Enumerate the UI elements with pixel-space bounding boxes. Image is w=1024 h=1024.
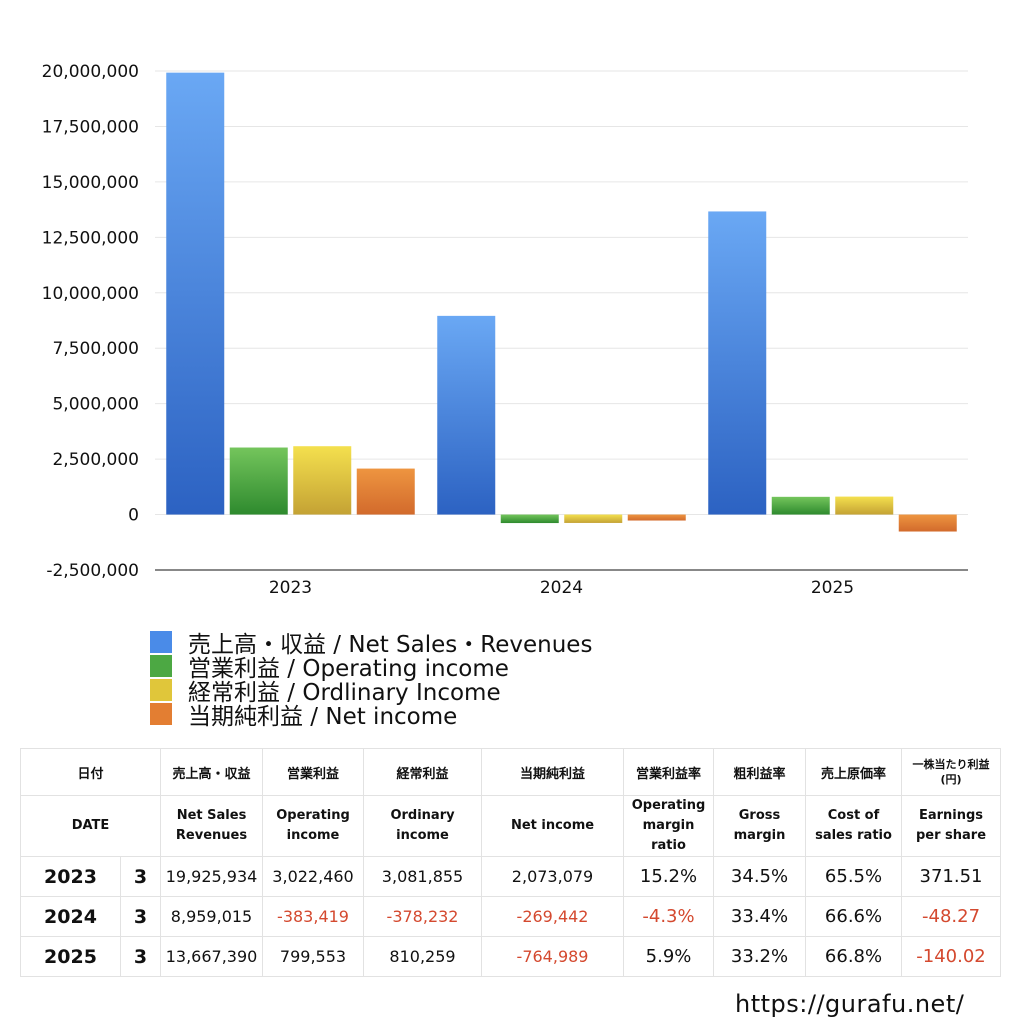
x-tick-label: 2024 [540, 578, 583, 598]
cell-operating-income: -383,419 [262, 896, 365, 937]
row-month: 3 [119, 856, 162, 897]
header-eps-jp: 一株当たり利益 (円) [901, 748, 1002, 796]
header-net-income-jp: 当期純利益 [481, 748, 625, 796]
row-year: 2023 [20, 856, 121, 897]
header-operating-margin-en: Operating margin ratio [623, 795, 715, 857]
y-tick-label: 17,500,000 [42, 117, 139, 137]
header-ordinary-income-jp: 経常利益 [363, 748, 483, 796]
cell-operating-margin: 15.2% [623, 856, 715, 897]
chart-legend: 売上高・収益 / Net Sales・Revenues 営業利益 / Opera… [150, 630, 592, 730]
y-axis-tick-labels: 20,000,000 17,500,000 15,000,000 12,500,000… [42, 62, 139, 581]
header-gross-margin-jp: 粗利益率 [713, 748, 807, 796]
cell-cost-ratio: 66.6% [805, 896, 903, 937]
table-header-english: DATE Net Sales Revenues Operating income… [19, 795, 1002, 857]
header-cost-ratio-en: Cost of sales ratio [805, 795, 903, 857]
bar-net-income-2024 [627, 514, 686, 521]
bar-net-income-2025 [898, 514, 957, 532]
cell-gross-margin: 34.5% [713, 856, 807, 897]
x-axis-tick-labels: 2023 2024 2025 [269, 578, 854, 598]
financial-table: 日付 売上高・収益 営業利益 経常利益 当期純利益 営業利益率 粗利益率 売上原… [19, 748, 1002, 977]
x-tick-label: 2025 [811, 578, 854, 598]
header-operating-income-en: Operating income [262, 795, 365, 857]
bars [166, 72, 957, 532]
y-tick-label: 12,500,000 [42, 228, 139, 248]
legend-item-net-income: 当期純利益 / Net income [150, 702, 592, 730]
y-tick-label: 2,500,000 [52, 450, 139, 470]
y-tick-label: 15,000,000 [42, 173, 139, 193]
cell-net-income: 2,073,079 [481, 856, 625, 897]
cell-gross-margin: 33.4% [713, 896, 807, 937]
y-tick-label: 5,000,000 [52, 395, 139, 415]
legend-label-ordinary-income: 経常利益 / Ordlinary Income [188, 680, 501, 706]
cell-eps: -140.02 [901, 936, 1002, 977]
x-tick-label: 2023 [269, 578, 312, 598]
legend-swatch-net-sales [150, 631, 172, 653]
row-month: 3 [119, 936, 162, 977]
row-year: 2025 [20, 936, 121, 977]
row-month: 3 [119, 896, 162, 937]
bar-operating-income-2025 [771, 496, 830, 515]
bar-operating-income-2023 [229, 447, 288, 515]
y-tick-label: 0 [128, 506, 139, 526]
cell-net-income: -269,442 [481, 896, 625, 937]
cell-ordinary-income: -378,232 [363, 896, 483, 937]
header-date-jp: 日付 [19, 748, 162, 796]
bar-operating-income-2024 [500, 514, 559, 524]
table-row: 2025 3 13,667,390 799,553 810,259 -764,9… [20, 936, 1002, 977]
legend-swatch-operating-income [150, 655, 172, 677]
y-tick-label: 10,000,000 [42, 284, 139, 304]
cell-operating-margin: -4.3% [623, 896, 715, 937]
y-tick-label: 7,500,000 [52, 339, 139, 359]
cell-cost-ratio: 65.5% [805, 856, 903, 897]
grid-lines [155, 70, 968, 516]
bar-ordinary-income-2023 [293, 446, 352, 515]
cell-net-sales: 19,925,934 [160, 856, 264, 897]
legend-label-operating-income: 営業利益 / Operating income [188, 656, 509, 682]
legend-swatch-net-income [150, 703, 172, 725]
table-header-japanese: 日付 売上高・収益 営業利益 経常利益 当期純利益 営業利益率 粗利益率 売上原… [19, 748, 1002, 796]
bar-chart: 20,000,000 17,500,000 15,000,000 12,500,000… [42, 62, 968, 598]
bar-ordinary-income-2025 [835, 496, 894, 515]
cell-net-sales: 8,959,015 [160, 896, 264, 937]
legend-label-net-income: 当期純利益 / Net income [188, 704, 458, 730]
legend-swatch-ordinary-income [150, 679, 172, 701]
header-gross-margin-en: Gross margin [713, 795, 807, 857]
bar-net-sales-2023 [166, 72, 225, 515]
cell-ordinary-income: 3,081,855 [363, 856, 483, 897]
header-date-en: DATE [19, 795, 162, 857]
cell-net-sales: 13,667,390 [160, 936, 264, 977]
header-net-sales-jp: 売上高・収益 [160, 748, 264, 796]
bar-net-income-2023 [356, 468, 415, 515]
cell-gross-margin: 33.2% [713, 936, 807, 977]
cell-eps: 371.51 [901, 856, 1002, 897]
legend-item-operating-income: 営業利益 / Operating income [150, 654, 592, 682]
bar-net-sales-2025 [708, 211, 767, 515]
header-eps-en: Earnings per share [901, 795, 1002, 857]
cell-operating-margin: 5.9% [623, 936, 715, 977]
row-year: 2024 [20, 896, 121, 937]
header-net-income-en: Net income [481, 795, 625, 857]
cell-operating-income: 799,553 [262, 936, 365, 977]
bar-ordinary-income-2024 [564, 514, 623, 523]
header-ordinary-income-en: Ordinary income [363, 795, 483, 857]
header-operating-income-jp: 営業利益 [262, 748, 365, 796]
table-row: 2023 3 19,925,934 3,022,460 3,081,855 2,… [20, 856, 1002, 897]
cell-operating-income: 3,022,460 [262, 856, 365, 897]
cell-eps: -48.27 [901, 896, 1002, 937]
legend-label-net-sales: 売上高・収益 / Net Sales・Revenues [188, 632, 593, 658]
cell-cost-ratio: 66.8% [805, 936, 903, 977]
y-tick-label: -2,500,000 [46, 561, 139, 581]
cell-net-income: -764,989 [481, 936, 625, 977]
table-row: 2024 3 8,959,015 -383,419 -378,232 -269,… [20, 896, 1002, 937]
header-cost-ratio-jp: 売上原価率 [805, 748, 903, 796]
site-url[interactable]: https://gurafu.net/ [735, 990, 965, 1018]
header-operating-margin-jp: 営業利益率 [623, 748, 715, 796]
cell-ordinary-income: 810,259 [363, 936, 483, 977]
y-tick-label: 20,000,000 [42, 62, 139, 82]
bar-net-sales-2024 [437, 315, 496, 515]
legend-item-ordinary-income: 経常利益 / Ordlinary Income [150, 678, 592, 706]
legend-item-net-sales: 売上高・収益 / Net Sales・Revenues [150, 630, 592, 658]
header-net-sales-en: Net Sales Revenues [160, 795, 264, 857]
